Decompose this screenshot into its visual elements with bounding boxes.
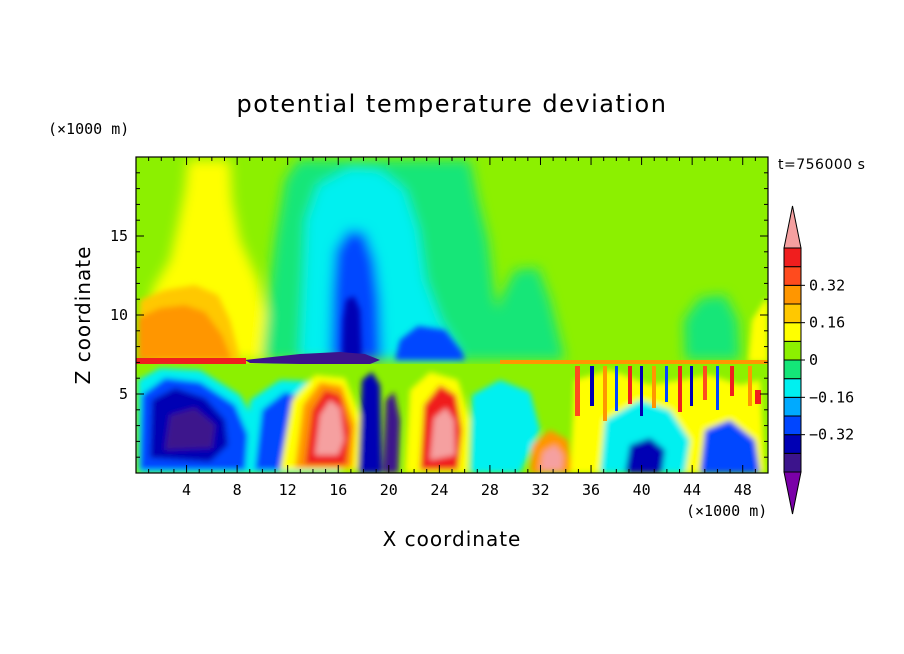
x-unit-label: (×1000 m) — [686, 502, 767, 520]
chart-title: potential temperature deviation — [237, 90, 668, 118]
x-tick-label: 32 — [531, 481, 549, 499]
field-lower-blue-east2 — [700, 420, 760, 473]
x-tick-label: 20 — [380, 481, 398, 499]
x-axis-title: X coordinate — [383, 527, 522, 551]
field-red-strip-right — [500, 360, 768, 364]
y-tick-label: 5 — [119, 385, 128, 403]
field-lower-cyan-east — [600, 400, 690, 473]
colorbar-box — [783, 322, 802, 342]
colorbar-box — [783, 340, 802, 361]
field-lower-pink-right — [430, 408, 455, 460]
colorbar-box — [783, 452, 802, 473]
colorbar-label: 0 — [809, 351, 818, 369]
colorbar-box — [783, 434, 802, 454]
x-tick-label: 48 — [734, 481, 752, 499]
field-navy-column — [342, 296, 362, 360]
field-green-right-1 — [495, 268, 565, 360]
colorbar-box — [783, 415, 802, 436]
y-tick-label: 10 — [110, 306, 128, 324]
field-lower-pink-peak — [315, 400, 344, 455]
x-tick-label: 8 — [233, 481, 242, 499]
colorbar-labels: 0.32 0.16 0 −0.16 −0.32 — [801, 276, 854, 444]
colorbar-box — [783, 359, 802, 380]
y-axis-ticks: 5 10 15 — [110, 172, 768, 458]
field-lower-cyan-right — [470, 380, 540, 473]
colorbar-box — [783, 303, 802, 324]
x-tick-label: 28 — [481, 481, 499, 499]
x-tick-label: 44 — [683, 481, 701, 499]
field-green-right-2 — [684, 295, 740, 360]
colorbar-upper-arrow — [783, 205, 802, 249]
field-streaks — [575, 366, 761, 421]
x-tick-label: 40 — [633, 481, 651, 499]
field-blue-bump — [395, 326, 465, 360]
colorbar-box — [783, 396, 802, 417]
colorbar-box — [783, 378, 802, 398]
field-lower-navy-column — [358, 372, 382, 473]
colorbar-label: 0.16 — [809, 314, 845, 332]
y-tick-label: 15 — [110, 227, 128, 245]
colorbar — [783, 205, 802, 515]
x-tick-label: 24 — [430, 481, 448, 499]
colorbar-label: 0.32 — [809, 276, 845, 294]
x-tick-label: 16 — [329, 481, 347, 499]
colorbar-box — [783, 247, 802, 268]
colorbar-label: −0.32 — [809, 426, 854, 444]
z-unit-label: (×1000 m) — [48, 120, 129, 138]
field-purple-sheet — [245, 352, 380, 364]
colorbar-box — [783, 284, 802, 305]
field-lower-navy-east — [625, 438, 665, 473]
time-label: t=756000 s — [778, 157, 865, 173]
field-lower-purple-left — [165, 408, 215, 450]
y-axis-title: Z coordinate — [71, 246, 95, 385]
x-tick-label: 4 — [182, 481, 191, 499]
colorbar-lower-arrow — [783, 471, 802, 515]
field-lower-purple-column — [383, 392, 400, 473]
field-lower-pink-right2 — [540, 445, 563, 470]
x-axis-ticks: 4 8 12 16 20 24 28 32 36 40 44 48 — [148, 157, 756, 499]
field-red-strip — [136, 358, 246, 364]
field-orange-core — [138, 305, 232, 360]
plot-area — [136, 157, 768, 473]
x-tick-label: 36 — [582, 481, 600, 499]
colorbar-label: −0.16 — [809, 388, 854, 406]
x-tick-label: 12 — [279, 481, 297, 499]
colorbar-box — [783, 266, 802, 286]
